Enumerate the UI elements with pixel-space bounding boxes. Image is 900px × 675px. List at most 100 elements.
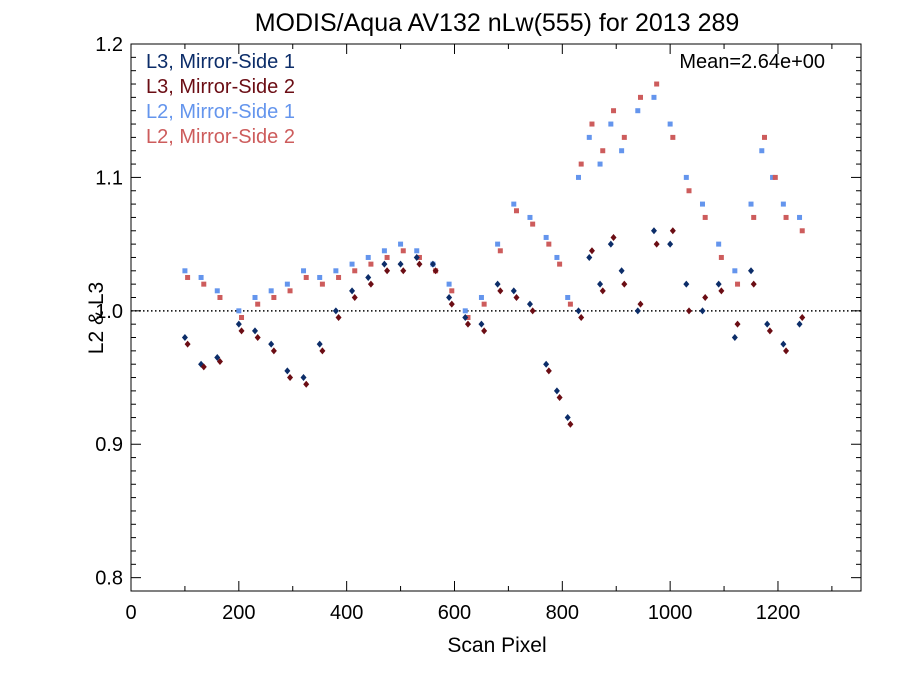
data-point — [637, 300, 644, 308]
data-point — [185, 274, 191, 280]
data-point — [761, 134, 767, 140]
data-point — [513, 208, 519, 214]
data-point — [497, 248, 503, 254]
data-point — [553, 387, 560, 395]
data-point — [181, 334, 188, 342]
data-point — [446, 281, 452, 287]
data-point — [494, 280, 501, 288]
data-point — [748, 267, 755, 275]
data-point — [413, 253, 420, 261]
data-point — [670, 134, 676, 140]
data-point — [796, 320, 803, 328]
data-point — [384, 267, 391, 275]
data-point — [543, 360, 550, 368]
y-tick-label: 1.2 — [95, 34, 123, 56]
data-point — [716, 241, 722, 247]
data-point — [599, 287, 606, 295]
data-point — [567, 301, 573, 307]
data-point — [797, 214, 803, 220]
data-point — [254, 334, 261, 342]
y-tick-label: 0.8 — [95, 568, 123, 590]
data-point — [400, 248, 406, 254]
data-point — [446, 293, 453, 301]
data-point — [748, 201, 754, 207]
data-point — [683, 280, 690, 288]
data-point — [255, 301, 261, 307]
data-point — [236, 308, 242, 314]
data-point — [772, 174, 778, 180]
data-point — [510, 287, 517, 295]
data-point — [557, 261, 563, 267]
data-point — [319, 281, 325, 287]
data-point — [284, 281, 290, 287]
data-point — [449, 288, 455, 294]
data-point — [316, 340, 323, 348]
mean-annotation: Mean=2.64e+00 — [679, 51, 825, 73]
x-tick-label: 400 — [330, 602, 363, 624]
data-point — [597, 161, 603, 167]
data-point — [619, 148, 625, 154]
data-point — [336, 274, 342, 280]
data-point — [214, 354, 221, 362]
data-point — [600, 148, 606, 154]
data-point — [735, 281, 741, 287]
data-point — [198, 274, 204, 280]
data-point — [478, 294, 484, 300]
data-point — [578, 314, 585, 321]
data-point — [637, 94, 643, 100]
data-point — [462, 308, 468, 314]
data-point — [381, 260, 388, 268]
data-point — [608, 121, 614, 127]
data-point — [783, 214, 789, 220]
chart-title: MODIS/Aqua AV132 nLw(555) for 2013 289 — [255, 9, 740, 37]
data-point — [654, 81, 660, 87]
data-point — [381, 248, 387, 254]
x-tick-label: 800 — [546, 602, 579, 624]
data-point — [586, 134, 592, 140]
data-point — [284, 367, 291, 375]
data-point — [429, 260, 436, 268]
data-point — [567, 420, 574, 428]
data-point — [764, 320, 771, 328]
data-point — [182, 268, 188, 274]
data-point — [464, 320, 471, 328]
data-point — [554, 254, 560, 260]
data-point — [368, 261, 374, 267]
data-point — [513, 293, 520, 301]
data-point — [732, 268, 738, 274]
data-point — [268, 340, 275, 348]
data-point — [481, 301, 487, 307]
data-point — [235, 320, 242, 328]
data-point — [511, 201, 517, 207]
data-point — [699, 201, 705, 207]
data-point — [575, 307, 582, 315]
data-point — [432, 267, 439, 275]
data-point — [589, 121, 595, 127]
data-point — [766, 327, 773, 335]
data-point — [543, 234, 549, 240]
data-point — [621, 134, 627, 140]
data-point — [301, 268, 307, 274]
data-point — [319, 347, 326, 355]
data-point — [546, 241, 552, 247]
data-point — [252, 327, 259, 335]
data-point — [545, 367, 552, 375]
data-point — [414, 248, 420, 254]
data-point — [621, 280, 628, 288]
data-point — [303, 380, 310, 388]
x-axis-label: Scan Pixel — [447, 634, 546, 657]
data-point — [715, 280, 722, 288]
data-point — [252, 294, 258, 300]
data-point — [495, 241, 501, 247]
data-point — [702, 293, 709, 301]
plot-frame — [130, 43, 862, 592]
data-point — [332, 307, 339, 315]
data-point — [527, 214, 533, 220]
data-point — [317, 274, 323, 280]
data-point — [333, 268, 339, 274]
data-point — [799, 314, 806, 321]
data-point — [530, 221, 536, 227]
data-point — [214, 288, 220, 294]
